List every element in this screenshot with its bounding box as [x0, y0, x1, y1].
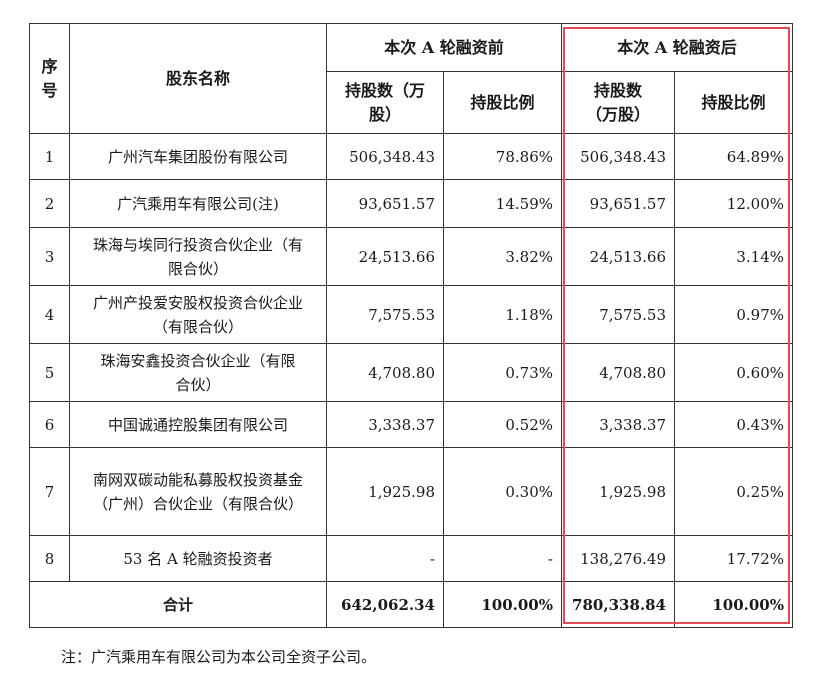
row-no: 3 [29, 227, 70, 286]
table-row: 8 53 名 A 轮融资投资者 - - 138,276.49 17.72% [29, 535, 793, 582]
row-before-ratio: 78.86% [443, 133, 562, 180]
shareholding-table: 序号 股东名称 本次 A 轮融资前 本次 A 轮融资后 持股数（万股） 持股比例… [29, 23, 793, 628]
header-seq: 序号 [29, 23, 70, 134]
row-after-ratio: 3.14% [674, 227, 793, 286]
header-before-round: 本次 A 轮融资前 [326, 23, 562, 72]
row-after-ratio: 0.60% [674, 343, 793, 402]
row-no: 6 [29, 401, 70, 448]
table-row: 1 广州汽车集团股份有限公司 506,348.43 78.86% 506,348… [29, 133, 793, 180]
total-label: 合计 [29, 581, 327, 628]
row-after-shares: 506,348.43 [561, 133, 675, 180]
row-before-ratio: 1.18% [443, 285, 562, 344]
row-after-ratio: 17.72% [674, 535, 793, 582]
row-after-ratio: 12.00% [674, 179, 793, 228]
row-after-shares: 7,575.53 [561, 285, 675, 344]
header-row-sub: 持股数（万股） 持股比例 持股数（万股） 持股比例 [30, 71, 793, 134]
row-after-shares: 4,708.80 [561, 343, 675, 402]
row-shareholder-name: 珠海与埃同行投资合伙企业（有限合伙） [69, 227, 327, 286]
table-row: 2 广汽乘用车有限公司(注) 93,651.57 14.59% 93,651.5… [29, 179, 793, 228]
row-after-shares: 24,513.66 [561, 227, 675, 286]
row-after-ratio: 64.89% [674, 133, 793, 180]
total-row: 合计 642,062.34 100.00% 780,338.84 100.00% [29, 581, 793, 628]
row-no: 1 [29, 133, 70, 180]
row-no: 2 [29, 179, 70, 228]
row-shareholder-name: 53 名 A 轮融资投资者 [69, 535, 327, 582]
total-before-shares: 642,062.34 [326, 581, 444, 628]
total-before-ratio: 100.00% [443, 581, 562, 628]
row-before-ratio: 0.73% [443, 343, 562, 402]
footnote: 注：广汽乘用车有限公司为本公司全资子公司。 [61, 648, 377, 666]
header-after-shares: 持股数（万股） [561, 71, 675, 134]
row-before-ratio: - [443, 535, 562, 582]
row-before-shares: 4,708.80 [326, 343, 444, 402]
total-after-shares: 780,338.84 [561, 581, 675, 628]
row-before-shares: 93,651.57 [326, 179, 444, 228]
table-row: 5 珠海安鑫投资合伙企业（有限合伙） 4,708.80 0.73% 4,708.… [29, 343, 793, 402]
row-after-shares: 3,338.37 [561, 401, 675, 448]
table-row: 7 南网双碳动能私募股权投资基金（广州）合伙企业（有限合伙） 1,925.98 … [29, 447, 793, 536]
row-before-ratio: 14.59% [443, 179, 562, 228]
table-row: 4 广州产投爱安股权投资合伙企业（有限合伙） 7,575.53 1.18% 7,… [29, 285, 793, 344]
total-after-ratio: 100.00% [674, 581, 793, 628]
row-after-shares: 138,276.49 [561, 535, 675, 582]
row-before-shares: 3,338.37 [326, 401, 444, 448]
header-before-ratio: 持股比例 [443, 71, 562, 134]
row-no: 8 [29, 535, 70, 582]
row-after-shares: 93,651.57 [561, 179, 675, 228]
header-before-shares: 持股数（万股） [326, 71, 444, 134]
row-shareholder-name: 广州汽车集团股份有限公司 [69, 133, 327, 180]
row-before-ratio: 0.30% [443, 447, 562, 536]
row-before-shares: 7,575.53 [326, 285, 444, 344]
row-before-shares: - [326, 535, 444, 582]
row-before-shares: 506,348.43 [326, 133, 444, 180]
header-after-ratio: 持股比例 [674, 71, 793, 134]
row-before-shares: 24,513.66 [326, 227, 444, 286]
header-after-round: 本次 A 轮融资后 [561, 23, 793, 72]
row-before-shares: 1,925.98 [326, 447, 444, 536]
header-row-top: 序号 股东名称 本次 A 轮融资前 本次 A 轮融资后 [29, 23, 793, 134]
row-shareholder-name: 珠海安鑫投资合伙企业（有限合伙） [69, 343, 327, 402]
row-after-ratio: 0.43% [674, 401, 793, 448]
table-row: 3 珠海与埃同行投资合伙企业（有限合伙） 24,513.66 3.82% 24,… [29, 227, 793, 286]
row-shareholder-name: 广汽乘用车有限公司(注) [69, 179, 327, 228]
row-after-ratio: 0.25% [674, 447, 793, 536]
table-row: 6 中国诚通控股集团有限公司 3,338.37 0.52% 3,338.37 0… [29, 401, 793, 448]
header-name: 股东名称 [69, 23, 327, 134]
row-before-ratio: 0.52% [443, 401, 562, 448]
row-shareholder-name: 广州产投爱安股权投资合伙企业（有限合伙） [69, 285, 327, 344]
row-before-ratio: 3.82% [443, 227, 562, 286]
row-no: 5 [29, 343, 70, 402]
row-after-shares: 1,925.98 [561, 447, 675, 536]
row-no: 4 [29, 285, 70, 344]
row-no: 7 [29, 447, 70, 536]
row-after-ratio: 0.97% [674, 285, 793, 344]
row-shareholder-name: 中国诚通控股集团有限公司 [69, 401, 327, 448]
row-shareholder-name: 南网双碳动能私募股权投资基金（广州）合伙企业（有限合伙） [69, 447, 327, 536]
